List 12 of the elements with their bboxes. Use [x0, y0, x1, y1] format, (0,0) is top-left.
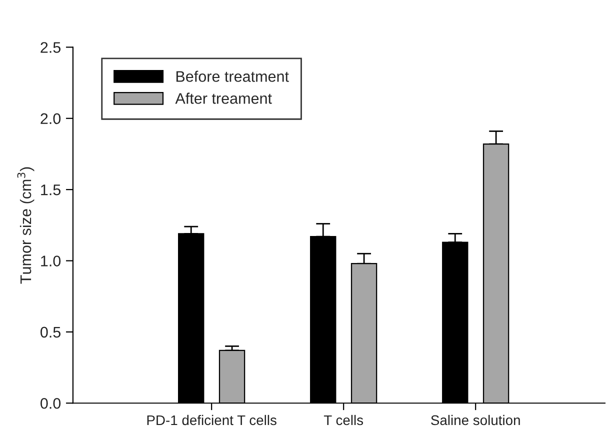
y-tick-label: 2.0 [40, 113, 61, 124]
x-tick-label: PD-1 deficient T cells [147, 414, 276, 426]
x-tick-label: T cells [324, 414, 364, 426]
y-tick-label: 0.0 [40, 398, 61, 409]
legend-label: After treament [175, 92, 272, 104]
x-tick-label: Saline solution [431, 414, 520, 426]
y-tick-label: 1.5 [41, 184, 61, 196]
y-tick-label: 1.0 [41, 256, 61, 266]
legend-label: Before treatment [176, 70, 289, 82]
y-tick-label: 2.5 [40, 42, 61, 53]
y-axis-title: Tumor size (cm$^{3}$) [17, 167, 34, 284]
y-tick-label: 0.5 [40, 326, 61, 338]
